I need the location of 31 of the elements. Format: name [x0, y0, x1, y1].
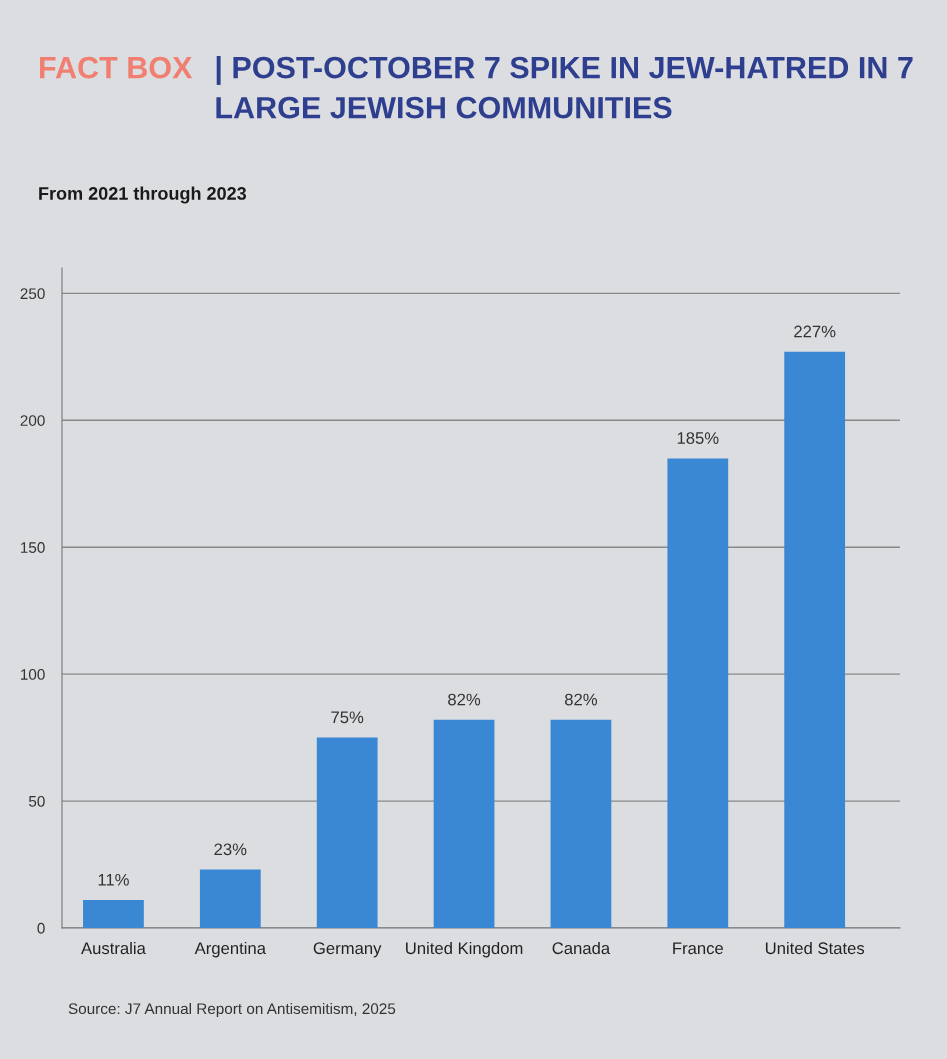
data-label: 75%	[331, 711, 364, 724]
source-note: Source: J7 Annual Report on Antisemitism, 2025	[68, 1002, 396, 1018]
y-tick-label: 0	[37, 922, 45, 934]
x-tick-label: Australia	[81, 941, 146, 955]
data-label: 227%	[794, 325, 836, 338]
y-tick-label: 150	[21, 542, 45, 553]
data-label: 82%	[448, 693, 481, 706]
bar	[316, 737, 378, 928]
data-label: 185%	[677, 432, 719, 444]
y-tick-label: 50	[28, 795, 45, 807]
x-tick-label: France	[673, 942, 723, 955]
data-label: 23%	[214, 843, 247, 856]
y-tick-label: 250	[20, 288, 45, 300]
chart-title: FACT BOX	[40, 56, 193, 79]
x-tick-label: United Kingdom	[406, 941, 523, 958]
bar	[667, 458, 729, 928]
x-tick-label: Canada	[552, 941, 611, 955]
x-tick-label: Argentina	[194, 941, 266, 958]
x-tick-label: Germany	[313, 942, 382, 958]
y-tick-label: 100	[21, 669, 45, 680]
bar	[83, 900, 144, 928]
bar	[199, 869, 261, 928]
y-tick-label: 200	[20, 415, 45, 426]
chart-subtitle: From 2021 through 2023	[39, 186, 247, 204]
bar	[784, 351, 846, 928]
data-label: 11%	[98, 873, 129, 886]
text: | POST-OCTOBER 7 SPIKE IN JEW-HATRED IN 7 LARGE JEWISH COMMUNITIES	[216, 56, 913, 119]
data-label: 82%	[564, 693, 598, 706]
bar	[433, 719, 495, 928]
bar	[550, 719, 612, 928]
x-tick-label: United States	[765, 941, 865, 955]
